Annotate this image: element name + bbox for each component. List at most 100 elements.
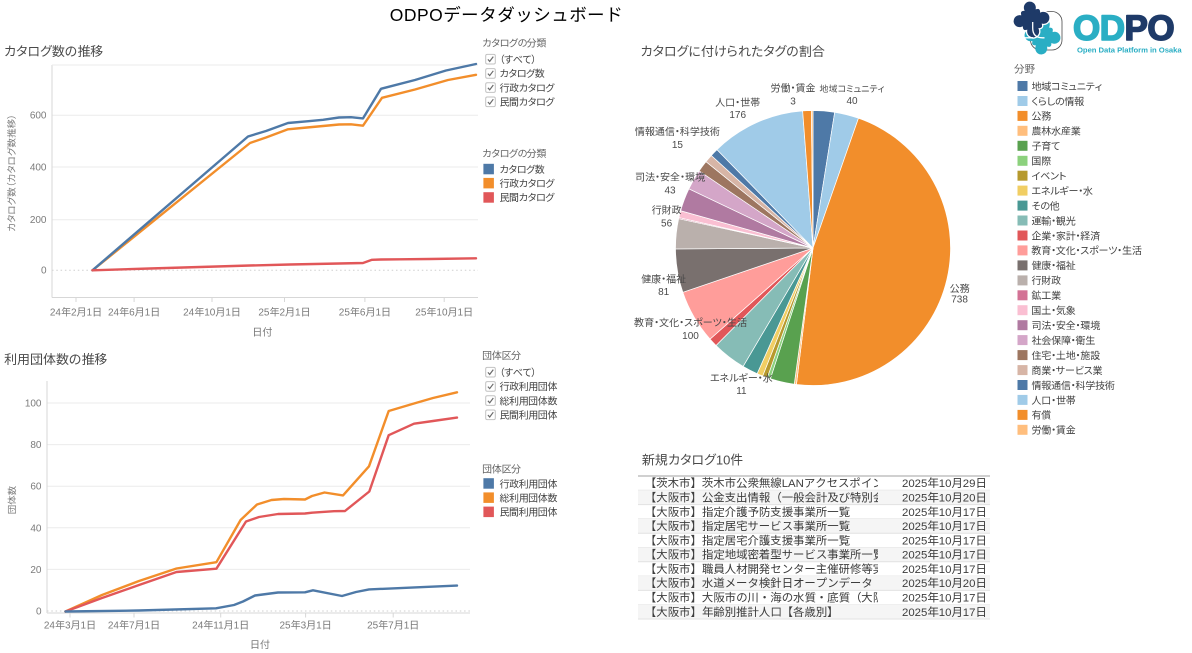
svg-text:民間利用団体: 民間利用団体 (500, 410, 558, 422)
svg-text:公務: 公務 (1032, 111, 1052, 123)
svg-text:20: 20 (30, 565, 42, 576)
svg-text:情報通信・科学技術: 情報通信・科学技術 (1031, 380, 1115, 392)
svg-text:400: 400 (30, 163, 47, 174)
svg-text:100: 100 (682, 331, 699, 342)
svg-text:公務: 公務 (950, 283, 970, 295)
svg-text:カタログに付けられたタグの割合: カタログに付けられたタグの割合 (640, 44, 825, 59)
svg-text:利用団体数の推移: 利用団体数の推移 (4, 352, 108, 367)
svg-text:【大阪市】年齢別推計人口【各歳別】: 【大阪市】年齢別推計人口【各歳別】 (645, 605, 839, 619)
svg-text:【大阪市】水道メータ検針日オープンデータ: 【大阪市】水道メータ検針日オープンデータ (645, 576, 873, 590)
svg-text:（すべて）: （すべて） (500, 367, 536, 379)
svg-text:住宅・土地・施設: 住宅・土地・施設 (1032, 350, 1101, 362)
svg-text:【大阪市】大阪市の川・海の水質・底質（大阪市: 【大阪市】大阪市の川・海の水質・底質（大阪市 (645, 591, 896, 605)
svg-text:カタログ数: カタログ数 (500, 68, 545, 80)
svg-text:健康・福祉: 健康・福祉 (1031, 260, 1076, 272)
svg-text:行財政: 行財政 (652, 205, 682, 217)
svg-text:2025年10月17日: 2025年10月17日 (902, 534, 987, 547)
svg-text:24年11月1日: 24年11月1日 (192, 620, 249, 632)
svg-text:日付: 日付 (252, 327, 273, 339)
svg-text:100: 100 (25, 399, 42, 410)
svg-text:総利用団体数: 総利用団体数 (500, 395, 558, 407)
svg-text:行財政: 行財政 (1032, 275, 1062, 287)
svg-text:【大阪市】指定介護予防支援事業所一覧: 【大阪市】指定介護予防支援事業所一覧 (645, 505, 850, 519)
svg-text:国際: 国際 (1032, 156, 1052, 168)
svg-text:農林水産業: 農林水産業 (1032, 127, 1081, 138)
svg-text:【大阪市】職員人材開発センター主催研修等実施: 【大阪市】職員人材開発センター主催研修等実施 (645, 562, 896, 576)
svg-text:商業・サービス業: 商業・サービス業 (1032, 365, 1103, 377)
svg-text:情報通信・科学技術: 情報通信・科学技術 (634, 126, 720, 138)
svg-text:エネルギー・水: エネルギー・水 (710, 372, 773, 384)
svg-text:民間カタログ: 民間カタログ (500, 97, 556, 109)
svg-text:176: 176 (729, 110, 746, 121)
svg-text:行政利用団体: 行政利用団体 (500, 381, 558, 393)
svg-text:40: 40 (846, 96, 858, 107)
svg-text:民間カタログ: 民間カタログ (500, 192, 556, 204)
svg-text:2025年10月29日: 2025年10月29日 (902, 477, 987, 490)
svg-text:イベント: イベント (1031, 171, 1066, 183)
svg-text:2025年10月17日: 2025年10月17日 (902, 506, 987, 519)
svg-text:【大阪市】指定居宅介護支援事業所一覧: 【大阪市】指定居宅介護支援事業所一覧 (645, 533, 850, 547)
svg-text:25年6月1日: 25年6月1日 (339, 307, 391, 319)
svg-text:11: 11 (736, 386, 747, 397)
svg-text:25年2月1日: 25年2月1日 (258, 307, 310, 319)
svg-text:地域コミュニティ: 地域コミュニティ (819, 84, 884, 94)
svg-text:【大阪市】指定居宅サービス事業所一覧: 【大阪市】指定居宅サービス事業所一覧 (645, 519, 850, 533)
svg-text:2025年10月17日: 2025年10月17日 (902, 592, 987, 605)
svg-text:地域コミュニティ: 地域コミュニティ (1032, 82, 1103, 93)
svg-text:企業・家計・経済: 企業・家計・経済 (1032, 230, 1101, 242)
svg-text:Open Data Platform in Osaka: Open Data Platform in Osaka (1077, 46, 1182, 55)
svg-text:40: 40 (30, 523, 42, 534)
svg-text:2025年10月17日: 2025年10月17日 (902, 549, 987, 562)
svg-text:民間利用団体: 民間利用団体 (500, 507, 558, 519)
svg-text:24年2月1日: 24年2月1日 (50, 307, 102, 319)
svg-text:24年7月1日: 24年7月1日 (108, 620, 160, 632)
svg-text:738: 738 (951, 295, 968, 306)
svg-text:人口・世帯: 人口・世帯 (1031, 395, 1076, 407)
svg-text:司法・安全・環境: 司法・安全・環境 (635, 173, 705, 184)
svg-text:労働・賃金: 労働・賃金 (1032, 425, 1076, 437)
svg-text:総利用団体数: 総利用団体数 (500, 493, 558, 505)
svg-text:運輸・観光: 運輸・観光 (1032, 215, 1076, 227)
svg-text:鉱工業: 鉱工業 (1032, 290, 1062, 302)
svg-text:【大阪市】指定地域密着型サービス事業所一覧: 【大阪市】指定地域密着型サービス事業所一覧 (645, 548, 884, 562)
svg-text:24年10月1日: 24年10月1日 (183, 307, 241, 319)
svg-text:2025年10月20日: 2025年10月20日 (902, 491, 987, 504)
svg-text:行政カタログ: 行政カタログ (500, 178, 556, 190)
svg-text:80: 80 (30, 440, 42, 451)
svg-text:教育・文化・スポーツ・生活: 教育・文化・スポーツ・生活 (634, 317, 747, 329)
svg-text:2025年10月17日: 2025年10月17日 (902, 520, 987, 533)
svg-text:600: 600 (30, 111, 47, 122)
svg-text:56: 56 (661, 219, 673, 230)
svg-text:行政カタログ: 行政カタログ (500, 82, 556, 94)
svg-text:0: 0 (36, 607, 42, 618)
svg-text:有償: 有償 (1032, 410, 1052, 422)
svg-text:教育・文化・スポーツ・生活: 教育・文化・スポーツ・生活 (1032, 245, 1142, 257)
svg-text:15: 15 (672, 140, 684, 151)
svg-text:くらしの情報: くらしの情報 (1031, 96, 1084, 108)
svg-text:新規カタログ10件: 新規カタログ10件 (642, 453, 743, 468)
svg-text:カタログの分類: カタログの分類 (482, 38, 546, 50)
svg-text:ODPO: ODPO (1073, 9, 1174, 48)
svg-text:団体区分: 団体区分 (482, 464, 521, 476)
svg-text:81: 81 (658, 287, 670, 298)
svg-text:団体数: 団体数 (8, 485, 19, 514)
svg-text:25年10月1日: 25年10月1日 (415, 307, 473, 319)
svg-text:社会保障・衛生: 社会保障・衛生 (1032, 335, 1096, 347)
svg-text:25年7月1日: 25年7月1日 (367, 620, 419, 632)
svg-text:43: 43 (664, 186, 676, 197)
svg-text:（すべて）: （すべて） (500, 54, 536, 66)
svg-text:2025年10月17日: 2025年10月17日 (902, 606, 987, 619)
svg-text:行政利用団体: 行政利用団体 (500, 478, 558, 490)
svg-text:エネルギー・水: エネルギー・水 (1031, 185, 1093, 197)
svg-text:その他: その他 (1031, 201, 1060, 212)
svg-text:カタログ数: カタログ数 (500, 164, 545, 176)
svg-text:分野: 分野 (1013, 64, 1036, 76)
svg-text:3: 3 (790, 97, 796, 108)
svg-text:24年3月1日: 24年3月1日 (44, 620, 96, 632)
svg-text:カタログ数の推移: カタログ数の推移 (4, 44, 104, 59)
svg-text:200: 200 (30, 215, 47, 226)
svg-text:国土・気象: 国土・気象 (1032, 305, 1076, 317)
svg-text:健康・福祉: 健康・福祉 (640, 274, 686, 286)
svg-text:日付: 日付 (250, 639, 271, 651)
svg-text:【茨木市】茨木市公衆無線LANアクセスポイント: 【茨木市】茨木市公衆無線LANアクセスポイント (645, 476, 895, 490)
